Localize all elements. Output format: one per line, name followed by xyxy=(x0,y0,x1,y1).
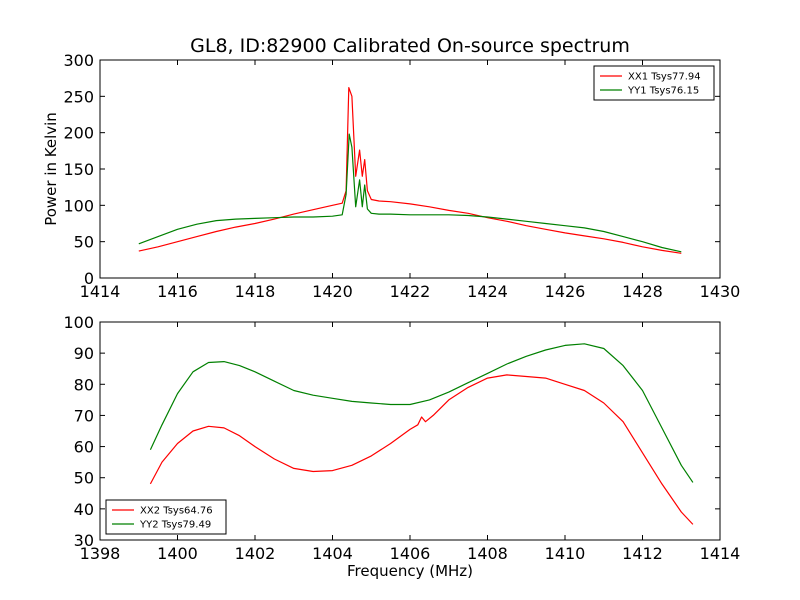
y-tick-label: 250 xyxy=(63,87,94,106)
figure-title: GL8, ID:82900 Calibrated On-source spect… xyxy=(190,35,630,57)
y-tick-label: 50 xyxy=(74,469,94,488)
y-tick-label: 100 xyxy=(63,196,94,215)
y-axis-label: Power in Kelvin xyxy=(42,112,60,226)
y-tick-label: 30 xyxy=(74,531,94,550)
y-tick-label: 40 xyxy=(74,500,94,519)
legend-box xyxy=(593,65,715,101)
x-tick-label: 1428 xyxy=(622,282,663,301)
x-tick-label: 1404 xyxy=(312,544,353,563)
x-tick-label: 1420 xyxy=(312,282,353,301)
x-tick-label: 1412 xyxy=(622,544,663,563)
x-tick-label: 1414 xyxy=(80,282,121,301)
y-tick-label: 70 xyxy=(74,406,94,425)
x-tick-label: 1408 xyxy=(467,544,508,563)
y-tick-label: 50 xyxy=(74,233,94,252)
x-tick-label: 1406 xyxy=(390,544,431,563)
x-tick-label: 1424 xyxy=(467,282,508,301)
y-tick-label: 200 xyxy=(63,124,94,143)
x-tick-label: 1402 xyxy=(235,544,276,563)
bottom-spectrum-panel: 1398 1400 1402 1404 1406 1408 1410 1412 1414 30 40… xyxy=(63,313,740,563)
legend-label-1: XX2 Tsys64.76 xyxy=(140,506,213,517)
x-tick-label: 1430 xyxy=(700,282,741,301)
series-line-2 xyxy=(138,133,682,253)
series-line-1 xyxy=(138,86,682,254)
y-tick-label: 150 xyxy=(63,160,94,179)
x-axis-label: Frequency (MHz) xyxy=(347,562,473,580)
series-line-1 xyxy=(149,374,694,525)
legend-label-1: XX1 Tsys77.94 xyxy=(628,72,701,83)
legend-box xyxy=(105,499,227,535)
x-tick-label: 1400 xyxy=(157,544,198,563)
x-tick-label: 1414 xyxy=(700,544,741,563)
y-tick-label: 80 xyxy=(74,375,94,394)
top-spectrum-panel: 1414 1416 1418 1420 1422 1424 1426 1428 1430 0 50 1… xyxy=(63,51,740,301)
y-tick-label: 100 xyxy=(63,313,94,332)
x-tick-label: 1418 xyxy=(235,282,276,301)
legend-label-2: YY2 Tsys79.49 xyxy=(139,520,211,531)
y-tick-label: 300 xyxy=(63,51,94,70)
y-tick-label: 60 xyxy=(74,438,94,457)
x-tick-label: 1426 xyxy=(545,282,586,301)
x-tick-label: 1422 xyxy=(390,282,431,301)
y-tick-label: 90 xyxy=(74,344,94,363)
x-tick-label: 1416 xyxy=(157,282,198,301)
x-tick-label: 1410 xyxy=(545,544,586,563)
series-line-2 xyxy=(149,343,694,483)
y-tick-label: 0 xyxy=(84,269,94,288)
x-tick-label: 1398 xyxy=(80,544,121,563)
legend-label-2: YY1 Tsys76.15 xyxy=(627,86,699,97)
